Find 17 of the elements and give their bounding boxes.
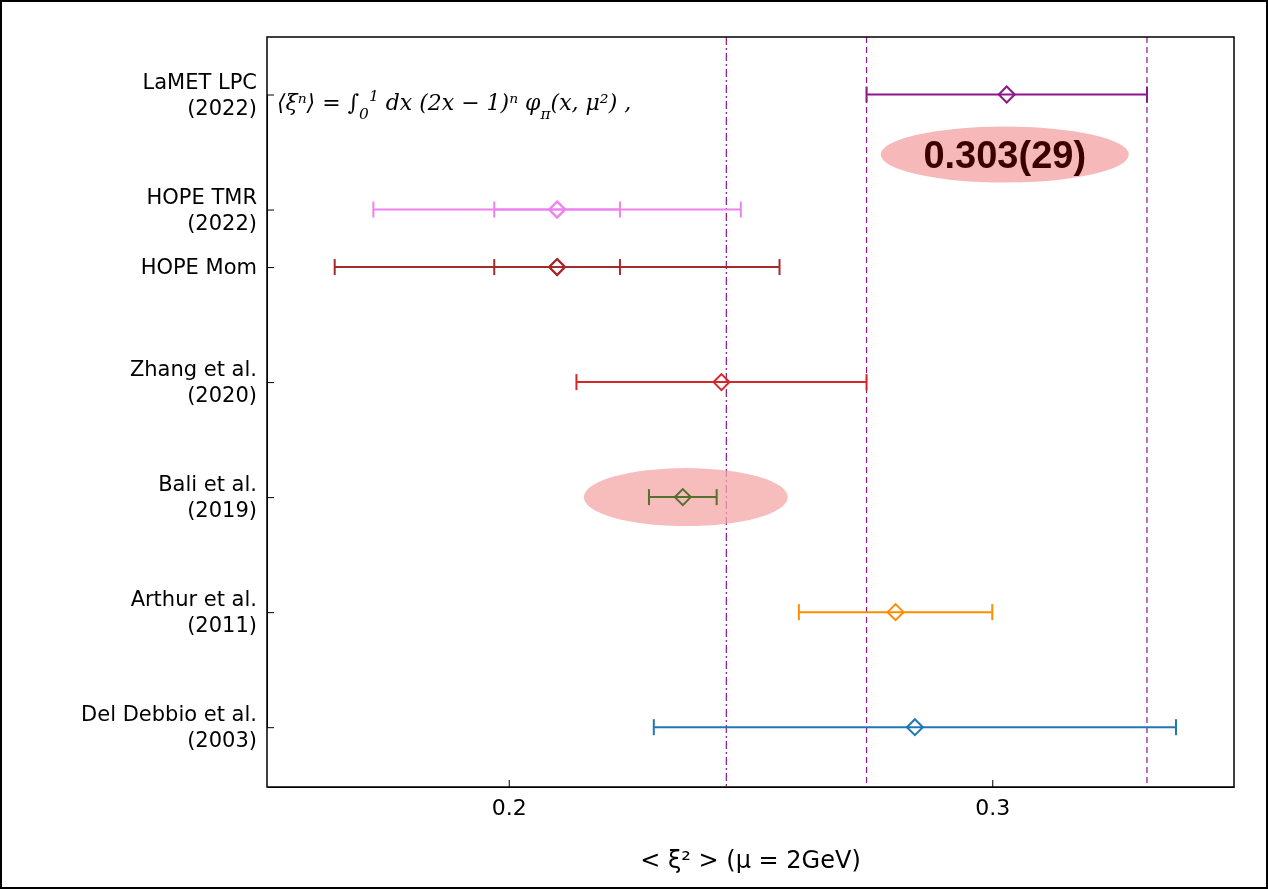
point xyxy=(673,488,692,507)
y-tick-label: Arthur et al. (2011) xyxy=(130,587,257,638)
point xyxy=(886,603,905,622)
point xyxy=(712,373,731,392)
x-tick-label: 0.3 xyxy=(975,794,1011,820)
y-tick-label: Del Debbio et al. (2003) xyxy=(81,702,257,753)
y-tick-label: LaMET LPC (2022) xyxy=(142,69,257,120)
annotation: 0.303(29) xyxy=(923,133,1087,176)
x-axis-title: < ξ² > (μ = 2GeV) xyxy=(640,846,861,874)
y-tick-label: HOPE TMR (2022) xyxy=(146,184,257,235)
annotation: ⟨ξⁿ⟩ = ∫$_{0}$$^{1}$ dx (2x − 1)ⁿ φ$_{π}$(x, μ²) , xyxy=(277,87,632,123)
point xyxy=(905,718,924,737)
x-tick-label: 0.2 xyxy=(491,794,527,820)
y-tick-label: HOPE Mom xyxy=(140,255,257,280)
y-tick-label: Bali et al. (2019) xyxy=(158,472,257,523)
point xyxy=(997,85,1016,104)
y-tick-label: Zhang et al. (2020) xyxy=(129,357,257,408)
